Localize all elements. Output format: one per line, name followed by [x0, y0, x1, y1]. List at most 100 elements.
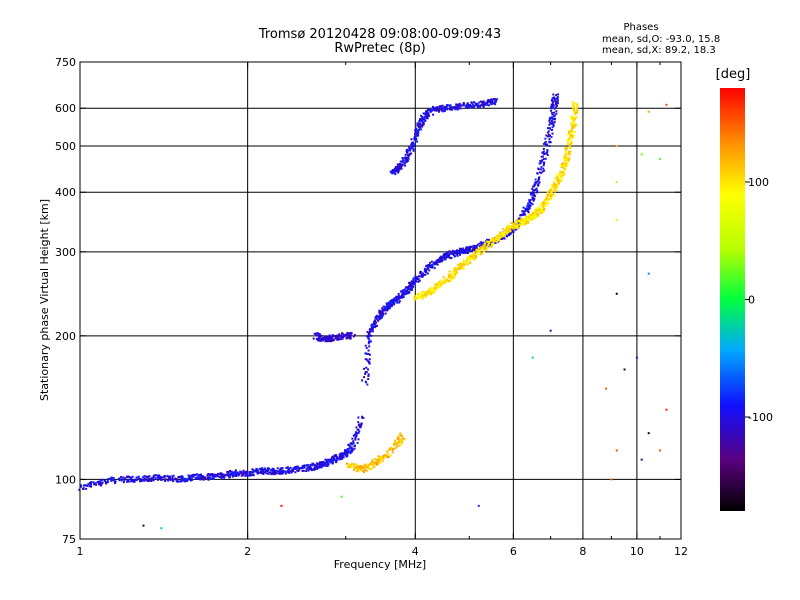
scatter-point [570, 115, 573, 118]
scatter-point [152, 476, 155, 479]
scatter-point [479, 246, 482, 249]
scatter-point [320, 466, 323, 469]
scatter-point [534, 216, 537, 219]
scatter-point [445, 253, 448, 256]
scatter-point [615, 292, 618, 295]
scatter-point [383, 454, 386, 457]
scatter-point [647, 110, 650, 113]
scatter-point [426, 110, 429, 113]
scatter-point [456, 106, 459, 109]
scatter-point [377, 457, 380, 460]
scatter-point [398, 435, 401, 438]
scatter-point [419, 118, 422, 121]
scatter-point [416, 276, 419, 279]
scatter-point [407, 145, 410, 148]
scatter-point [540, 155, 543, 158]
scatter-point [320, 334, 323, 337]
scatter-point [473, 244, 476, 247]
scatter-point [408, 147, 411, 150]
scatter-point [488, 242, 491, 245]
scatter-point [317, 338, 320, 341]
scatter-point [467, 259, 470, 262]
scatter-point [564, 147, 567, 150]
scatter-point [471, 105, 474, 108]
scatter-point [479, 104, 482, 107]
scatter-point [492, 240, 495, 243]
scatter-point [553, 183, 556, 186]
scatter-point [106, 480, 109, 483]
scatter-point [368, 340, 371, 343]
scatter-point [212, 476, 215, 479]
scatter-point [537, 179, 540, 182]
scatter-point [364, 344, 367, 347]
scatter-point [368, 358, 371, 361]
scatter-point [548, 123, 551, 126]
scatter-point [346, 331, 349, 334]
scatter-point [537, 176, 540, 179]
scatter-point [559, 172, 562, 175]
scatter-point [315, 334, 318, 337]
scatter-point [452, 270, 455, 273]
scatter-point [101, 481, 104, 484]
scatter-point [566, 156, 569, 159]
scatter-point [126, 480, 129, 483]
scatter-point [258, 471, 261, 474]
scatter-point [534, 181, 537, 184]
scatter-point [386, 452, 389, 455]
scatter-point [549, 141, 552, 144]
scatter-point [360, 422, 363, 425]
scatter-point [567, 152, 570, 155]
scatter-point [425, 264, 428, 267]
scatter-point [491, 244, 494, 247]
scatter-point [412, 143, 415, 146]
scatter-point [417, 277, 420, 280]
scatter-point [358, 466, 361, 469]
scatter-point [118, 478, 121, 481]
scatter-point [556, 96, 559, 99]
scatter-point [568, 150, 571, 153]
scatter-point [446, 104, 449, 107]
scatter-point [453, 276, 456, 279]
scatter-point [550, 109, 553, 112]
scatter-point [544, 157, 547, 160]
scatter-point [167, 479, 170, 482]
scatter-point [434, 106, 437, 109]
colorbar-tick-label: -100 [748, 411, 773, 424]
scatter-point [431, 289, 434, 292]
scatter-point [565, 151, 568, 154]
scatter-point [550, 117, 553, 120]
scatter-point [417, 129, 420, 132]
scatter-point [494, 103, 497, 106]
scatter-point [305, 464, 308, 467]
scatter-point [336, 458, 339, 461]
scatter-point [264, 467, 267, 470]
scatter-point [427, 289, 430, 292]
scatter-point [382, 454, 385, 457]
scatter-point [428, 266, 431, 269]
scatter-point [248, 471, 251, 474]
scatter-point [462, 247, 465, 250]
scatter-point [427, 115, 430, 118]
scatter-point [426, 272, 429, 275]
scatter-point [416, 129, 419, 132]
scatter-point [410, 281, 413, 284]
scatter-point [114, 482, 117, 485]
scatter-point [357, 421, 360, 424]
scatter-point [354, 463, 357, 466]
scatter-point [543, 169, 546, 172]
scatter-point [417, 131, 420, 134]
scatter-point [554, 187, 557, 190]
scatter-point [246, 474, 249, 477]
scatter-point [438, 110, 441, 113]
scatter-point [394, 439, 397, 442]
scatter-point [390, 300, 393, 303]
scatter-point [561, 171, 564, 174]
scatter-point [536, 214, 539, 217]
scatter-point [387, 453, 390, 456]
scatter-point [440, 284, 443, 287]
y-tick-label: 750 [55, 56, 76, 69]
scatter-point [394, 170, 397, 173]
scatter-point [361, 415, 364, 418]
scatter-point [520, 221, 523, 224]
scatter-point [469, 245, 472, 248]
